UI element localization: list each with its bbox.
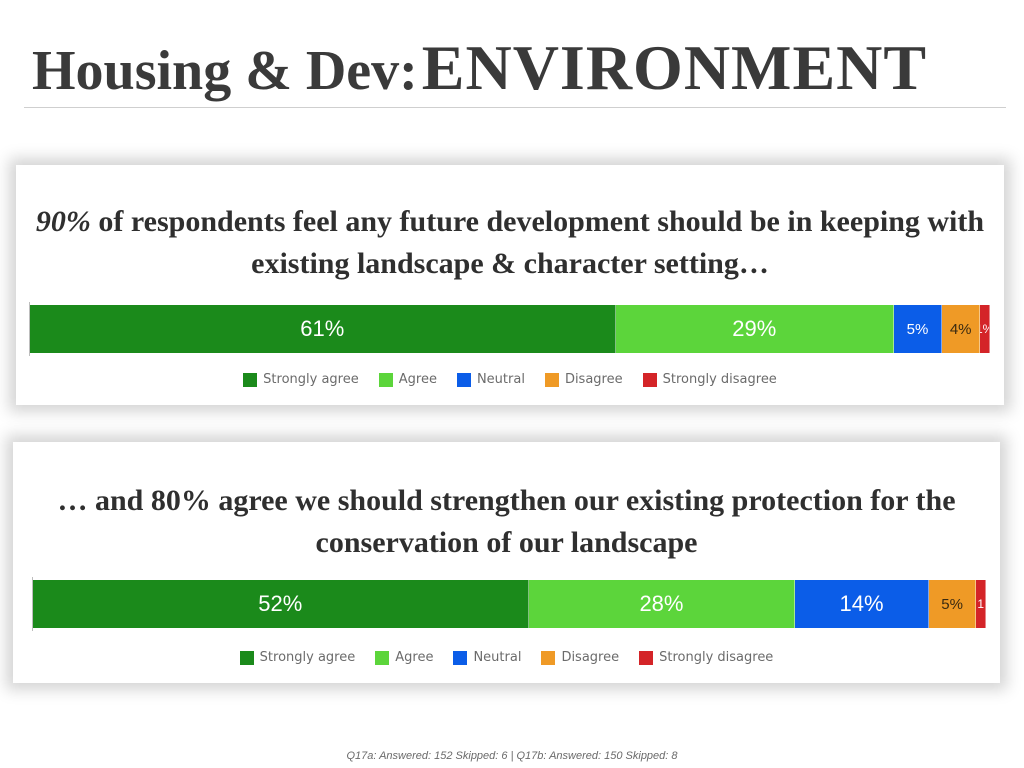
- bar-segment-agree: 28%: [528, 580, 796, 628]
- legend-label: Strongly agree: [263, 372, 359, 387]
- bar-segment-strongly-disagree: 1%: [980, 305, 990, 353]
- legend-label: Strongly disagree: [659, 650, 774, 665]
- title-topic: ENVIRONMENT: [421, 32, 928, 103]
- bar-segment-neutral: 5%: [893, 305, 942, 353]
- legend-item: Disagree: [544, 372, 623, 387]
- bar-segment-strongly-disagree: 1: [976, 580, 986, 628]
- segment-data-label: 4%: [949, 320, 972, 338]
- legend-item: Neutral: [456, 372, 525, 387]
- legend-item: Strongly agree: [239, 650, 356, 665]
- legend-item: Disagree: [541, 650, 619, 665]
- chart-panel-q17a: 90% of respondents feel any future devel…: [16, 165, 1004, 405]
- legend-q17a: Strongly agree Agree Neutral Disagree Strong…: [16, 372, 1004, 387]
- legend-swatch: [453, 650, 468, 665]
- legend-label: Neutral: [473, 650, 522, 665]
- legend-label: Agree: [398, 372, 437, 387]
- bar-axis-line: [29, 302, 30, 356]
- page-title: Housing & Dev: ENVIRONMENT: [32, 36, 927, 100]
- legend-label: Disagree: [561, 650, 620, 665]
- legend-item: Strongly agree: [243, 372, 359, 387]
- legend-swatch: [243, 372, 258, 387]
- bar-segment-strongly-agree: 52%: [33, 580, 529, 628]
- legend-q17b: Strongly agree Agree Neutral Disagree Strong…: [13, 650, 1000, 665]
- segment-data-label: 29%: [732, 316, 777, 341]
- legend-item: Strongly disagree: [642, 372, 777, 387]
- legend-item: Neutral: [453, 650, 521, 665]
- legend-swatch: [642, 372, 657, 387]
- chart-heading-q17a: 90% of respondents feel any future devel…: [16, 201, 1004, 285]
- bar-segment-disagree: 5%: [928, 580, 977, 628]
- legend-label: Disagree: [564, 372, 623, 387]
- legend-swatch: [378, 372, 393, 387]
- segment-data-label: 28%: [639, 591, 684, 616]
- bar-segment-disagree: 4%: [941, 305, 981, 353]
- legend-item: Agree: [378, 372, 437, 387]
- heading-text: of respondents feel any future developme…: [90, 205, 985, 280]
- bar-segment-neutral: 14%: [795, 580, 929, 628]
- stacked-bar-q17a: 61% 29% 5% 4% 1%: [30, 305, 990, 353]
- response-count-note: Q17a: Answered: 152 Skipped: 6 | Q17b: A…: [346, 750, 678, 762]
- legend-item: Strongly disagree: [639, 650, 773, 665]
- segment-data-label: 1: [977, 597, 985, 611]
- legend-swatch: [544, 372, 559, 387]
- bar-segment-strongly-agree: 61%: [30, 305, 616, 353]
- segment-data-label: 61%: [300, 316, 345, 341]
- title-divider: [24, 107, 1006, 108]
- legend-swatch: [375, 650, 390, 665]
- legend-swatch: [541, 650, 556, 665]
- legend-swatch: [456, 372, 471, 387]
- stacked-bar-q17b: 52% 28% 14% 5% 1: [33, 580, 986, 628]
- segment-data-label: 52%: [258, 591, 303, 616]
- title-prefix: Housing & Dev:: [32, 40, 418, 102]
- segment-data-label: 5%: [941, 595, 963, 613]
- legend-label: Neutral: [476, 372, 525, 387]
- heading-percentage: 90%: [35, 205, 91, 238]
- legend-swatch: [239, 650, 254, 665]
- chart-heading-q17b: … and 80% agree we should strengthen our…: [57, 484, 956, 559]
- segment-data-label: 1%: [980, 322, 989, 336]
- legend-item: Agree: [375, 650, 433, 665]
- legend-swatch: [639, 650, 654, 665]
- segment-data-label: 5%: [906, 320, 929, 338]
- bar-segment-agree: 29%: [615, 305, 894, 353]
- legend-label: Strongly agree: [259, 650, 356, 665]
- segment-data-label: 14%: [839, 591, 884, 616]
- bar-axis-line: [32, 577, 33, 631]
- legend-label: Strongly disagree: [662, 372, 777, 387]
- chart-panel-q17b: … and 80% agree we should strengthen our…: [13, 442, 1000, 683]
- legend-label: Agree: [395, 650, 434, 665]
